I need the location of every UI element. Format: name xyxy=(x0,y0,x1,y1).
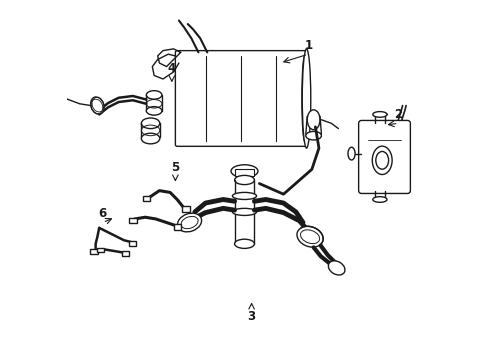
Ellipse shape xyxy=(234,239,254,248)
Bar xyxy=(40,82,50,89)
Ellipse shape xyxy=(372,112,386,117)
Ellipse shape xyxy=(371,146,391,175)
Text: 2: 2 xyxy=(394,108,402,121)
Bar xyxy=(97,248,103,252)
Ellipse shape xyxy=(347,147,354,160)
Ellipse shape xyxy=(296,226,323,247)
Ellipse shape xyxy=(301,56,307,141)
Bar xyxy=(129,240,135,246)
Ellipse shape xyxy=(141,133,160,144)
Bar xyxy=(90,249,98,255)
Ellipse shape xyxy=(146,107,162,115)
FancyBboxPatch shape xyxy=(358,121,409,193)
Ellipse shape xyxy=(306,110,319,130)
Ellipse shape xyxy=(141,118,160,129)
Ellipse shape xyxy=(302,49,310,148)
Text: 3: 3 xyxy=(247,310,255,323)
Ellipse shape xyxy=(327,261,344,275)
Bar xyxy=(129,217,137,223)
Ellipse shape xyxy=(375,152,388,169)
Ellipse shape xyxy=(230,165,258,177)
Text: 6: 6 xyxy=(99,207,107,220)
Ellipse shape xyxy=(234,175,254,185)
Ellipse shape xyxy=(90,97,104,114)
Text: 5: 5 xyxy=(171,161,179,174)
Ellipse shape xyxy=(232,192,256,199)
Bar xyxy=(234,168,254,176)
Ellipse shape xyxy=(232,208,256,215)
Ellipse shape xyxy=(372,197,386,202)
Bar xyxy=(122,251,128,256)
Text: 1: 1 xyxy=(304,39,312,52)
Ellipse shape xyxy=(305,131,321,140)
Bar xyxy=(182,206,190,212)
FancyBboxPatch shape xyxy=(175,51,306,146)
Text: 4: 4 xyxy=(167,62,176,75)
Ellipse shape xyxy=(177,213,201,232)
Ellipse shape xyxy=(146,91,162,99)
Bar xyxy=(143,195,149,201)
Bar xyxy=(173,224,181,230)
